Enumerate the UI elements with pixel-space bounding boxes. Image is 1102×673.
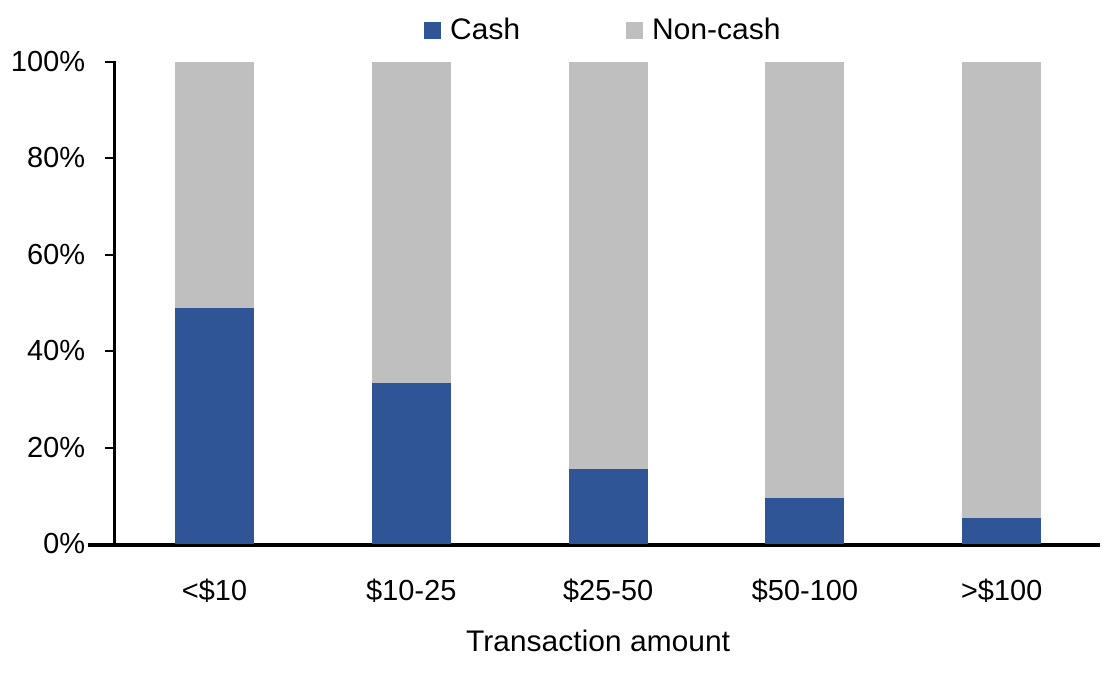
x-category-label: $25-50 <box>562 575 654 607</box>
y-tick-mark <box>105 350 116 353</box>
y-tick-label: 100% <box>10 46 85 78</box>
bar-segment-non-cash <box>962 62 1042 518</box>
bar-segment-cash <box>962 517 1042 544</box>
y-tick-mark <box>105 446 116 449</box>
y-tick-mark <box>105 253 116 256</box>
x-axis-title: Transaction amount <box>465 625 731 658</box>
y-tick-label: 80% <box>26 142 85 175</box>
cash-legend-swatch-icon <box>424 21 441 39</box>
bar-segment-non-cash <box>174 62 254 308</box>
x-category-label: $50-100 <box>751 575 859 607</box>
y-tick-mark <box>105 61 116 63</box>
bar-segment-cash <box>371 382 451 544</box>
legend-item-cash: Cash <box>424 13 520 47</box>
non-cash-legend-swatch-icon <box>626 21 643 39</box>
legend-label-non-cash: Non-cash <box>652 13 781 46</box>
y-tick-label: 60% <box>26 238 85 271</box>
y-tick-mark <box>105 157 116 160</box>
legend-label-cash: Cash <box>450 13 521 46</box>
bar-segment-cash <box>765 498 845 544</box>
x-axis <box>88 543 1100 547</box>
plot-area <box>116 62 1100 544</box>
y-tick-label: 40% <box>26 335 85 368</box>
y-tick-label: 0% <box>43 528 85 560</box>
bar-segment-non-cash <box>765 62 845 499</box>
bar-segment-non-cash <box>371 62 451 383</box>
bar-segment-non-cash <box>568 62 648 470</box>
x-category-label: >$100 <box>960 575 1043 607</box>
legend-item-non-cash: Non-cash <box>626 13 780 47</box>
bar-segment-cash <box>174 307 254 544</box>
x-category-label: $10-25 <box>366 575 457 607</box>
x-category-label: <$10 <box>181 575 248 607</box>
y-tick-mark <box>105 543 116 545</box>
y-tick-label: 20% <box>26 431 85 464</box>
bar-segment-cash <box>568 469 648 544</box>
y-axis <box>113 62 116 545</box>
